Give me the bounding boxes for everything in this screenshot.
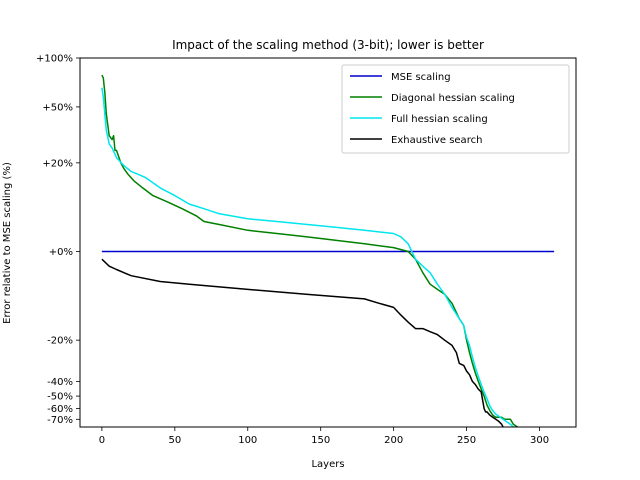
- y-tick-label: +100%: [36, 54, 73, 65]
- legend-label: Diagonal hessian scaling: [391, 93, 515, 104]
- plot-area: [79, 57, 577, 428]
- legend-label: MSE scaling: [391, 72, 451, 83]
- plot-frame: [79, 57, 577, 428]
- x-axis: 0 50 100 150 200 250 300: [99, 427, 549, 446]
- x-tick-label: 100: [238, 435, 257, 446]
- legend-label: Exhaustive search: [391, 135, 482, 146]
- x-tick-label: 250: [457, 435, 476, 446]
- legend-label: Full hessian scaling: [391, 114, 488, 125]
- x-tick-label: 50: [168, 435, 181, 446]
- x-axis-label: Layers: [311, 459, 344, 470]
- y-axis: +100% +50% +20% +0% -20% -40% -50%-60%-70%: [36, 54, 80, 426]
- series-line-3: [101, 87, 514, 427]
- x-tick-label: 300: [530, 435, 549, 446]
- legend: MSE scaling Diagonal hessian scaling Full …: [341, 64, 570, 154]
- y-tick-label: -60%: [47, 404, 73, 415]
- y-tick-label: -40%: [47, 377, 73, 388]
- y-tick-label: -50%: [47, 392, 73, 403]
- y-tick-label: +50%: [42, 102, 73, 113]
- series-layer: [101, 74, 555, 427]
- y-tick-label: -70%: [47, 415, 73, 426]
- y-axis-label: Error relative to MSE scaling (%): [2, 162, 13, 324]
- y-tick-label: +0%: [49, 247, 73, 258]
- x-tick-label: 150: [311, 435, 330, 446]
- chart-title: Impact of the scaling method (3-bit); lo…: [172, 38, 484, 52]
- series-line-4: [101, 258, 504, 427]
- x-tick-label: 200: [384, 435, 403, 446]
- x-tick-label: 0: [99, 435, 105, 446]
- legend-frame: [341, 64, 570, 154]
- y-tick-label: +20%: [42, 158, 73, 169]
- y-tick-label: -20%: [47, 336, 73, 347]
